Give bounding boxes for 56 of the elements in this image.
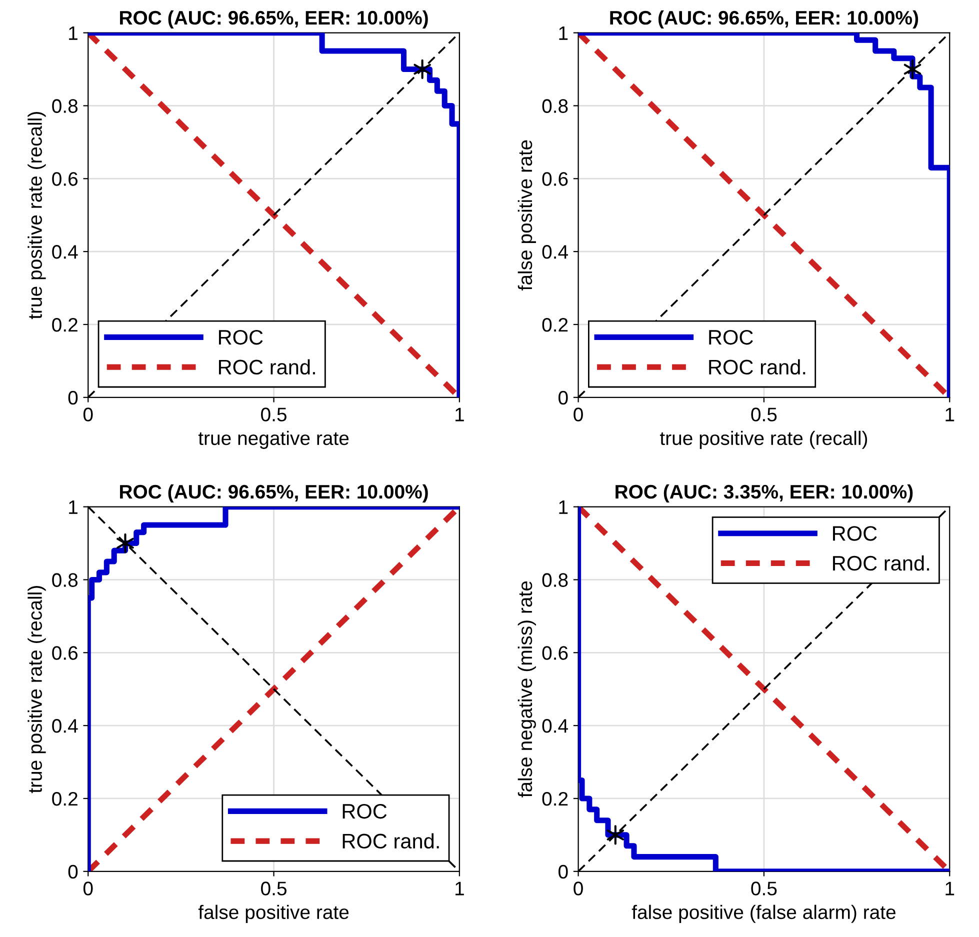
y-tick-label: 1 (69, 26, 78, 40)
y-tick-label: 0.8 (542, 573, 568, 587)
chart-title: ROC (AUC: 96.65%, EER: 10.00%) (120, 10, 428, 28)
legend-label: ROC rand. (833, 555, 929, 571)
x-tick-label: 0 (574, 408, 583, 422)
x-tick-label: 1 (946, 882, 954, 896)
y-tick-label: 0 (558, 390, 568, 405)
y-tick-label: 0.2 (52, 792, 78, 806)
legend-label: ROC (342, 804, 387, 819)
y-tick-label: 0.2 (542, 792, 568, 806)
legend-label: ROC rand. (342, 833, 439, 849)
y-tick-label: 0.8 (542, 99, 568, 113)
y-tick-label: 1 (69, 500, 78, 514)
x-tick-label: 0.5 (751, 408, 777, 422)
x-axis-title: true positive rate (recall) (660, 430, 868, 449)
x-tick-label: 0 (574, 882, 583, 896)
legend-label: ROC (709, 330, 753, 345)
x-axis-title: false positive rate (198, 904, 349, 923)
x-tick-label: 1 (456, 408, 464, 422)
legend-label: ROC rand. (709, 359, 806, 375)
y-tick-label: 1 (559, 26, 568, 40)
y-tick-label: 0 (68, 864, 78, 879)
legend-label: ROC rand. (218, 359, 315, 375)
y-tick-label: 0.6 (542, 646, 568, 660)
y-tick-label: 0 (558, 864, 568, 879)
y-axis-title: true positive rate (recall) (28, 112, 46, 320)
y-tick-label: 1 (559, 500, 568, 514)
y-tick-label: 0.4 (542, 245, 568, 259)
y-tick-label: 0.4 (52, 245, 78, 259)
x-axis-title: false positive (false alarm) rate (632, 904, 896, 923)
chart-title: ROC (AUC: 96.65%, EER: 10.00%) (120, 484, 428, 502)
legend-label: ROC (833, 526, 877, 541)
y-tick-label: 0.8 (52, 573, 78, 587)
y-tick-label: 0.8 (52, 99, 78, 113)
y-tick-label: 0.2 (542, 318, 568, 332)
y-tick-label: 0 (68, 390, 78, 405)
x-tick-label: 0 (83, 408, 93, 422)
y-tick-label: 0.4 (542, 719, 568, 733)
x-tick-label: 0.5 (751, 882, 777, 896)
legend-label: ROC (218, 330, 263, 345)
y-tick-label: 0.6 (52, 172, 78, 186)
y-axis-title: false negative (miss) rate (518, 581, 536, 798)
x-tick-label: 0.5 (261, 408, 286, 422)
chart-title: ROC (AUC: 3.35%, EER: 10.00%) (616, 484, 913, 502)
x-tick-label: 0.5 (261, 882, 286, 896)
y-tick-label: 0.6 (542, 172, 568, 186)
y-axis-title: true positive rate (recall) (28, 586, 46, 794)
y-tick-label: 0.6 (52, 646, 78, 660)
y-axis-title: false positive rate (518, 140, 536, 290)
x-tick-label: 1 (456, 882, 464, 896)
x-tick-label: 0 (83, 882, 93, 896)
y-tick-label: 0.4 (52, 719, 78, 733)
x-axis-title: true negative rate (198, 430, 349, 449)
x-tick-label: 1 (946, 408, 954, 422)
chart-title: ROC (AUC: 96.65%, EER: 10.00%) (610, 10, 918, 28)
y-tick-label: 0.2 (52, 318, 78, 332)
